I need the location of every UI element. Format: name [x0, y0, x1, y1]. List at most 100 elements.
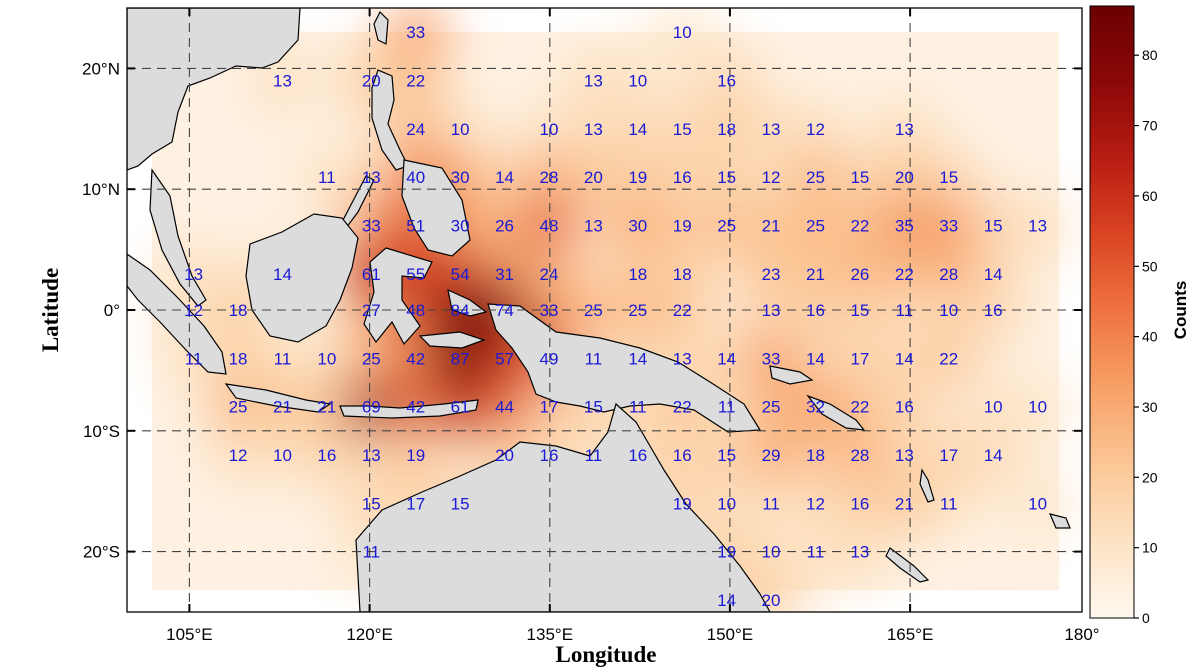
heat-blob: [652, 195, 713, 256]
lon-tick-150: 150°E: [707, 625, 754, 644]
colorbar: 0 10 20 30 40 50 60 70 80 Counts: [1089, 5, 1190, 626]
heat-blob: [474, 195, 535, 256]
count-label: 16: [984, 301, 1003, 320]
count-label: 13: [762, 301, 781, 320]
heat-blob: [874, 98, 935, 159]
heat-blob: [474, 147, 535, 208]
heat-blob: [785, 243, 846, 304]
count-label: 54: [451, 265, 470, 284]
fiji: [1048, 513, 1071, 529]
count-label: 33: [762, 349, 781, 368]
count-label: 11: [629, 398, 647, 417]
count-label: 18: [229, 301, 248, 320]
count-label: 19: [406, 446, 425, 465]
heat-blob: [1007, 376, 1068, 437]
cb-tick-70: 70: [1142, 118, 1158, 134]
count-label: 30: [628, 216, 647, 235]
heat-blob: [874, 243, 935, 304]
heat-blob: [918, 328, 979, 389]
count-label: 18: [673, 265, 692, 284]
heat-blob: [696, 98, 757, 159]
count-label: 17: [540, 398, 559, 417]
count-label: 28: [850, 446, 869, 465]
count-label: 10: [939, 301, 958, 320]
count-label: 19: [628, 168, 647, 187]
count-label: 16: [317, 446, 336, 465]
heat-blob: [741, 243, 802, 304]
heat-blob: [296, 424, 357, 485]
count-label: 11: [585, 349, 603, 368]
heat-blob: [296, 147, 357, 208]
count-label: 11: [940, 494, 958, 513]
heat-blob: [785, 147, 846, 208]
heat-blob: [918, 473, 979, 534]
count-label: 10: [762, 543, 781, 562]
graticule: [127, 8, 1082, 612]
heat-blob: [874, 147, 935, 208]
count-label: 17: [850, 349, 869, 368]
count-label: 48: [540, 216, 559, 235]
count-label: 13: [895, 446, 914, 465]
count-label: 25: [362, 349, 381, 368]
count-label: 11: [895, 301, 913, 320]
count-label: 25: [584, 301, 603, 320]
count-label: 24: [406, 120, 425, 139]
count-label: 10: [673, 23, 692, 42]
palawan: [341, 175, 375, 230]
count-label: 11: [807, 543, 825, 562]
count-label: 10: [628, 71, 647, 90]
lon-tick-165: 165°E: [887, 625, 934, 644]
heat-blob: [829, 521, 890, 582]
heat-blob: [518, 147, 579, 208]
count-label: 19: [673, 216, 692, 235]
count-label: 15: [673, 120, 692, 139]
count-label: 74: [495, 301, 514, 320]
count-label: 11: [185, 349, 203, 368]
count-label: 18: [717, 120, 736, 139]
heat-blob: [741, 473, 802, 534]
colorbar-gradient: [1089, 5, 1135, 619]
count-label: 61: [362, 265, 381, 284]
heat-blob: [785, 376, 846, 437]
count-label: 10: [317, 349, 336, 368]
count-label: 11: [362, 543, 380, 562]
count-label: 14: [984, 446, 1003, 465]
sumatra: [127, 253, 227, 375]
heat-blob: [741, 376, 802, 437]
heat-blob: [563, 147, 624, 208]
heat-blob: [829, 424, 890, 485]
count-label: 15: [451, 494, 470, 513]
cb-tick-60: 60: [1142, 188, 1158, 204]
lat-tick-10n: 10°N: [82, 180, 120, 199]
count-label: 13: [673, 349, 692, 368]
heat-blob: [785, 521, 846, 582]
sulawesi: [363, 247, 433, 346]
heat-blob: [696, 50, 757, 111]
count-label: 33: [406, 23, 425, 42]
count-label: 19: [717, 543, 736, 562]
heat-blob: [874, 376, 935, 437]
count-label: 14: [628, 349, 647, 368]
heat-blob: [963, 195, 1024, 256]
heat-blob: [918, 424, 979, 485]
count-label: 69: [362, 398, 381, 417]
count-label: 15: [717, 168, 736, 187]
asia-mainland: [127, 8, 301, 171]
count-label: 49: [540, 349, 559, 368]
heat-blob: [341, 424, 402, 485]
heat-blob: [1007, 195, 1068, 256]
count-label: 25: [762, 398, 781, 417]
count-label: 21: [895, 494, 914, 513]
heat-blob: [874, 473, 935, 534]
cb-tick-30: 30: [1142, 399, 1158, 415]
count-label: 28: [540, 168, 559, 187]
lon-tick-105: 105°E: [166, 625, 213, 644]
new-caledonia: [885, 547, 930, 583]
count-label: 11: [274, 349, 292, 368]
count-label: 16: [540, 446, 559, 465]
count-label: 55: [406, 265, 425, 284]
count-label: 11: [718, 398, 736, 417]
heat-blob: [741, 521, 802, 582]
count-label: 16: [895, 398, 914, 417]
count-label: 17: [939, 446, 958, 465]
